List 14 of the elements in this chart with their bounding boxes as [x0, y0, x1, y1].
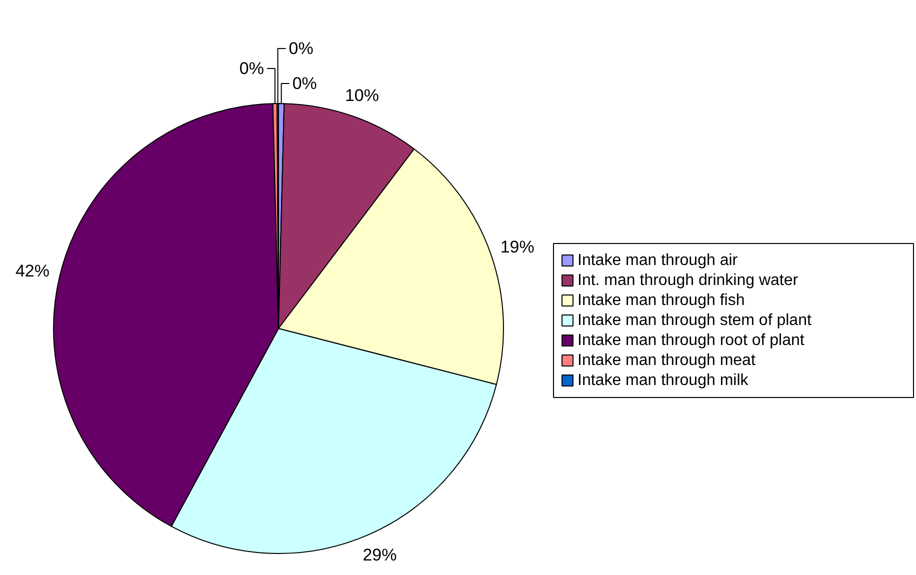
legend-label: Intake man through air: [578, 252, 738, 269]
legend-label: Intake man through meat: [578, 352, 756, 369]
data-label: 0%: [239, 59, 264, 78]
data-label: 0%: [288, 39, 314, 58]
data-label: 10%: [344, 86, 379, 105]
legend-label: Int. man through drinking water: [578, 272, 799, 289]
legend-label: Intake man through stem of plant: [578, 312, 812, 329]
data-label: 19%: [500, 238, 534, 257]
data-label: 0%: [292, 74, 317, 93]
data-label: 42%: [15, 261, 50, 280]
legend-label: Intake man through milk: [578, 372, 750, 389]
data-label: 29%: [362, 545, 397, 564]
legend-label: Intake man through root of plant: [578, 332, 805, 349]
legend-label: Intake man through fish: [578, 292, 745, 309]
